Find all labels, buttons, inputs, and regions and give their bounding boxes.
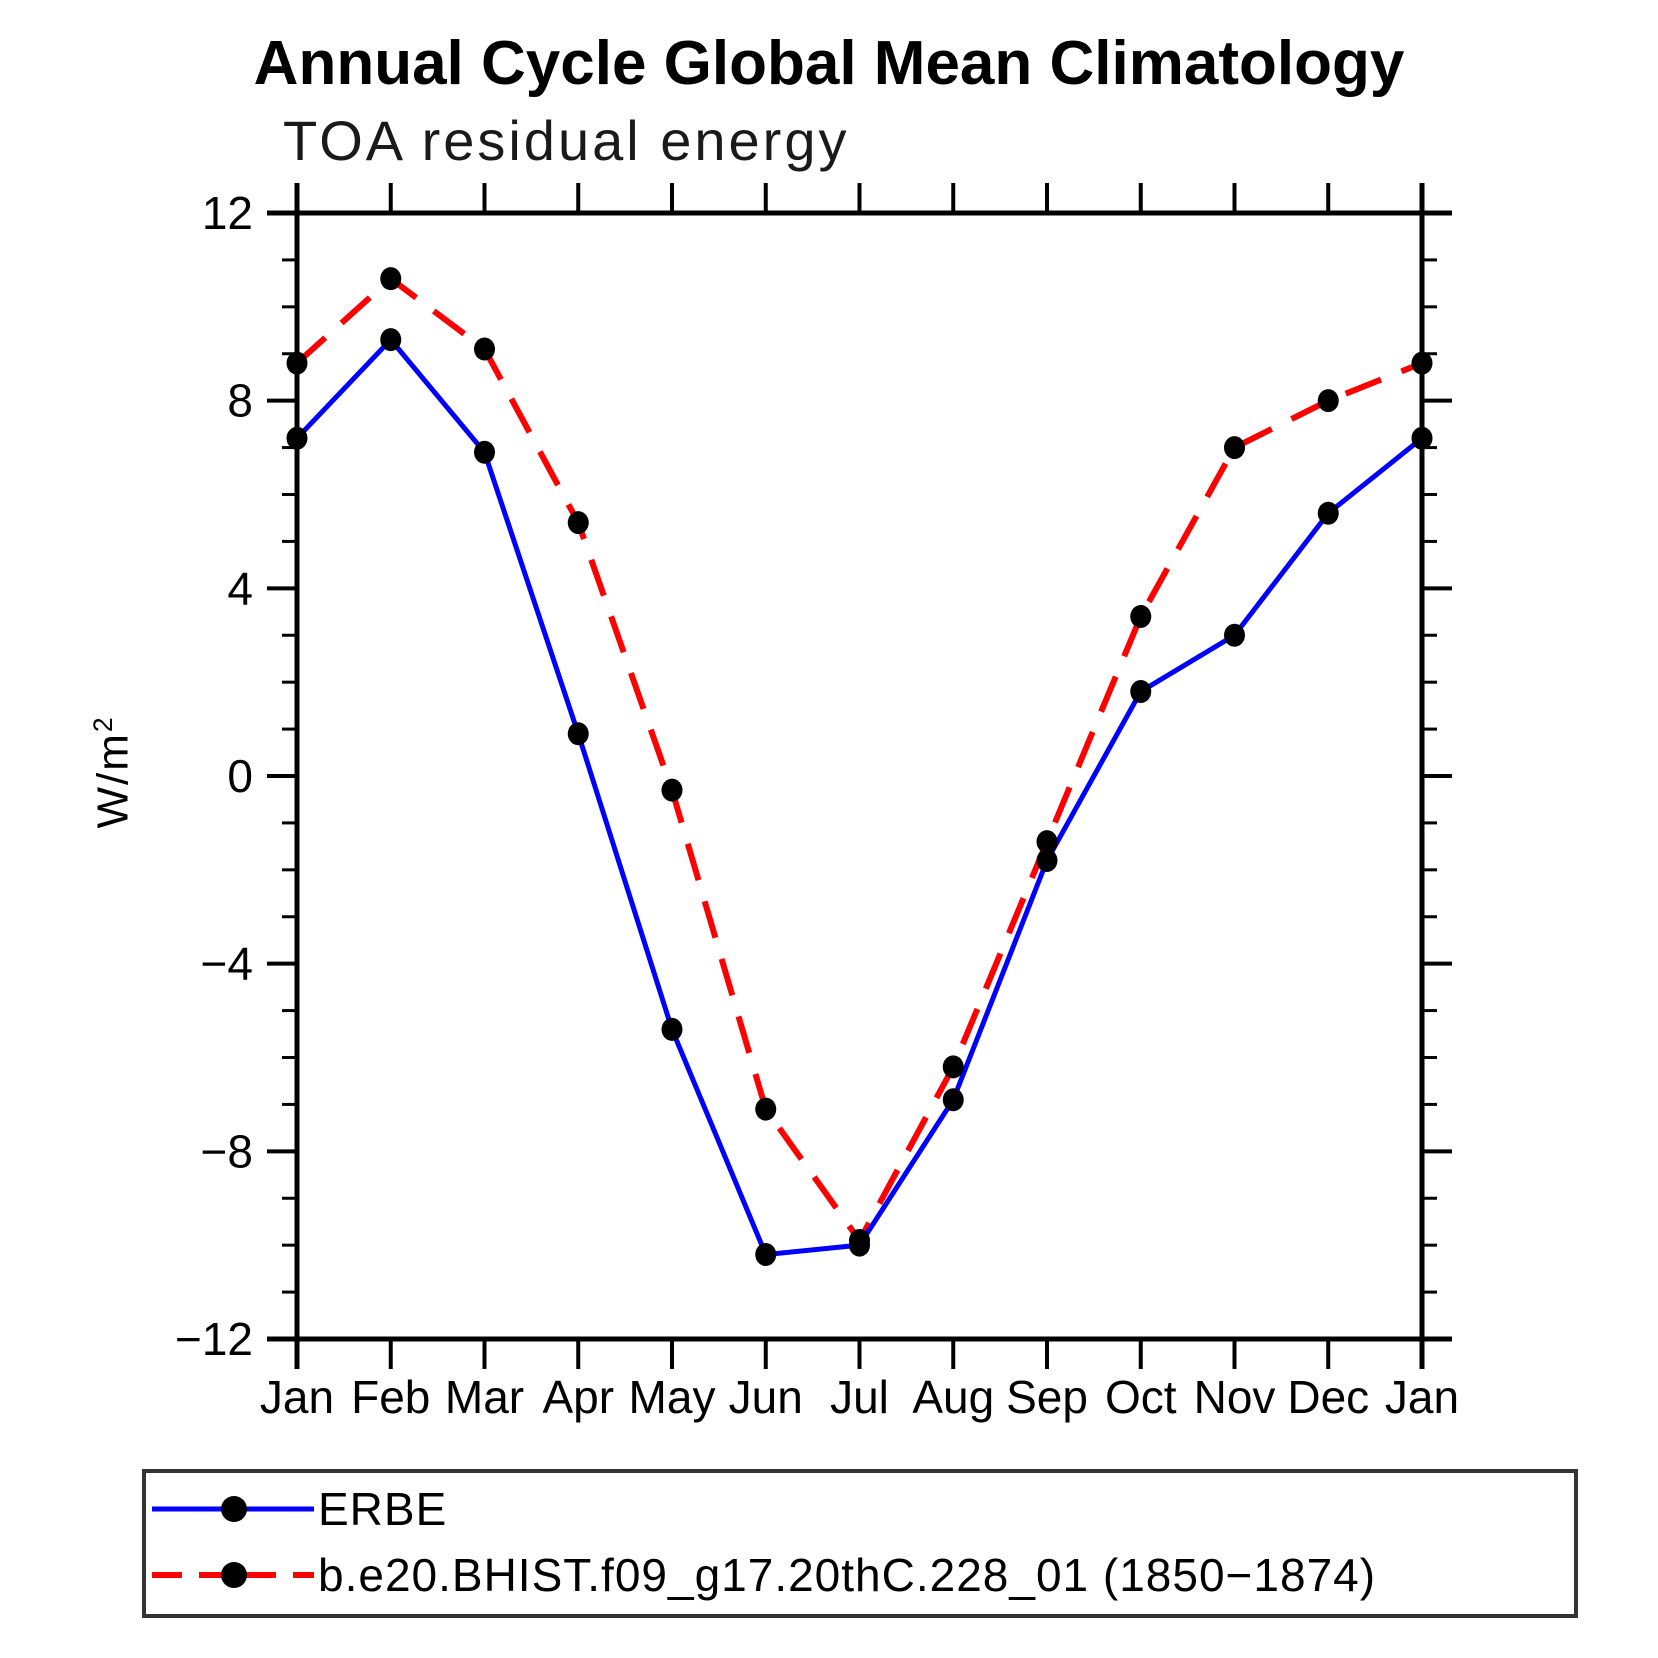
legend-label-erbe: ERBE [318, 1483, 448, 1535]
x-tick-label: Jan [260, 1371, 334, 1423]
x-tick-label: Dec [1287, 1371, 1369, 1423]
x-tick-label: Nov [1194, 1371, 1276, 1423]
data-point [286, 351, 308, 375]
data-point [1411, 426, 1433, 450]
data-point [661, 1017, 683, 1041]
chart-canvas: Jan Feb Mar Apr May Jun Jul Aug Sep Oct Nov Dec Jan−… [175, 183, 1459, 1423]
data-point [474, 440, 495, 464]
x-axis-ticks: Jan Feb Mar Apr May Jun Jul Aug Sep Oct Nov Dec Jan [260, 183, 1459, 1423]
legend-entry-erbe: ERBE [148, 1479, 447, 1539]
plot-frame [267, 183, 1452, 1369]
data-point [755, 1243, 777, 1267]
series-line-solid [295, 335, 1424, 1258]
y-tick-label: 8 [227, 375, 253, 427]
data-point [474, 337, 495, 361]
legend-label-model: b.e20.BHIST.f09_g17.20thC.228_01 (1850−1… [318, 1549, 1377, 1601]
data-point [1317, 389, 1339, 413]
data-point [380, 267, 402, 291]
data-point [380, 328, 402, 352]
series-line-dashed [294, 274, 1424, 1247]
data-point [1036, 830, 1058, 854]
chart-subtitle: TOA residual energy [283, 109, 850, 172]
x-tick-label: Sep [1006, 1371, 1088, 1423]
data-point [942, 1088, 964, 1112]
y-tick-label: 0 [227, 750, 253, 802]
legend-marker-dot [221, 1496, 247, 1522]
chart-title: Annual Cycle Global Mean Climatology [253, 29, 1405, 98]
y-tick-label: 12 [202, 187, 253, 239]
legend-marker-dot [221, 1562, 247, 1588]
x-tick-label: Apr [542, 1371, 614, 1423]
data-point [1317, 501, 1339, 525]
data-point [661, 778, 683, 802]
y-axis-ticks: −12 −8 −4 0 4 8 12 [175, 187, 1452, 1365]
data-point [567, 722, 589, 746]
data-point [1224, 436, 1245, 460]
data-point [1130, 680, 1152, 704]
data-point [567, 511, 589, 535]
x-tick-label: Oct [1105, 1371, 1177, 1423]
data-point [286, 426, 308, 450]
x-tick-label: Mar [445, 1371, 524, 1423]
x-tick-label: May [629, 1371, 716, 1423]
x-tick-label: Jul [830, 1371, 889, 1423]
y-tick-label: −8 [201, 1125, 253, 1177]
x-tick-label: Jun [729, 1371, 803, 1423]
data-markers [286, 267, 1433, 1267]
y-tick-label: −4 [201, 938, 253, 990]
data-point [1224, 623, 1245, 647]
data-point [1130, 604, 1152, 628]
x-tick-label: Jan [1385, 1371, 1459, 1423]
data-point [849, 1228, 870, 1252]
y-tick-label: 4 [227, 562, 253, 614]
legend-box: ERBE b.e20.BHIST.f09_g17.20thC.228_01 (1… [142, 1469, 1578, 1618]
x-tick-label: Feb [351, 1371, 430, 1423]
data-point [942, 1055, 964, 1079]
data-point [755, 1097, 777, 1121]
data-point [1036, 848, 1058, 872]
legend-entry-model: b.e20.BHIST.f09_g17.20thC.228_01 (1850−1… [148, 1545, 1376, 1605]
data-point [1411, 351, 1433, 375]
x-tick-label: Aug [912, 1371, 994, 1423]
legend-sample-solid-line [152, 1496, 314, 1522]
y-tick-label: −12 [175, 1313, 253, 1365]
legend-sample-dashed-line [152, 1562, 314, 1588]
